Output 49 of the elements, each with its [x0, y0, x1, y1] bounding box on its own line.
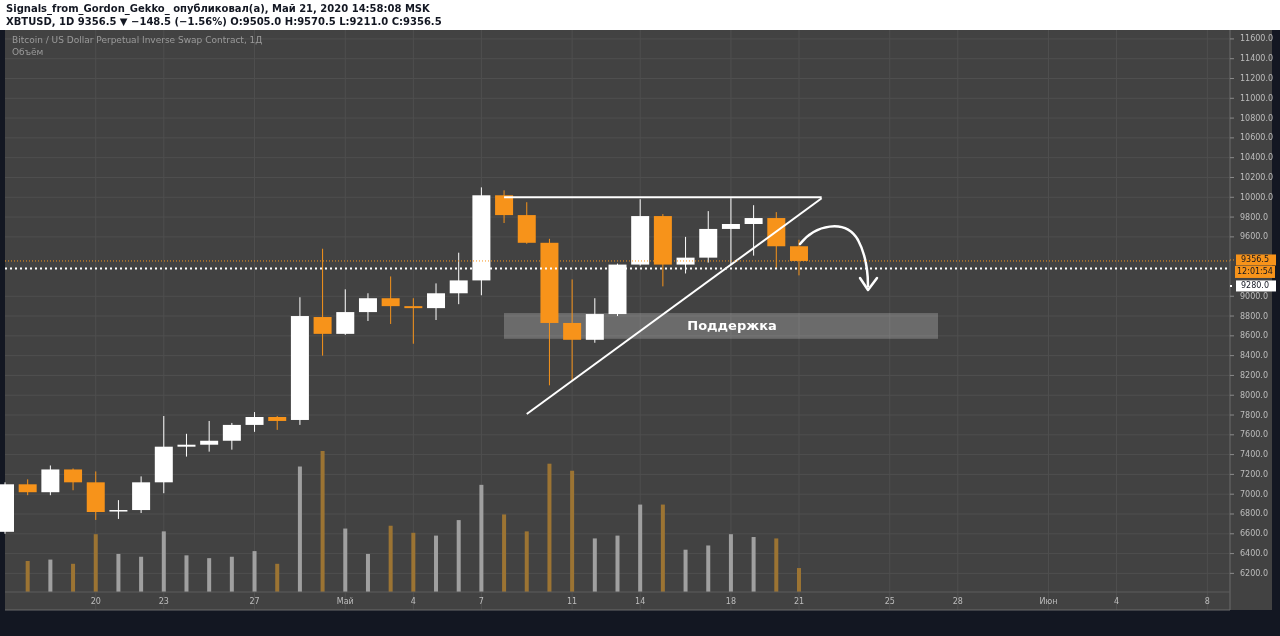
x-tick-label: 11 — [567, 597, 578, 606]
x-tick-label: 23 — [158, 597, 169, 606]
x-tick-label: Май — [336, 597, 354, 606]
chart-title: Объём — [12, 47, 44, 57]
y-tick-label: 11600.0 — [1240, 34, 1274, 44]
x-tick-label: 25 — [884, 597, 895, 606]
band-label: Поддержка — [687, 318, 777, 334]
annotation: Bitcoin / US Dollar Perpetual Inverse Swap Contract, 1Д — [12, 35, 263, 45]
text: 12:01:54 — [1237, 267, 1273, 277]
y-tick-label: 7600.0 — [1240, 430, 1268, 440]
x-tick-label: 28 — [952, 597, 963, 606]
chart-subtitle: XBTUSD, 1D 9356.5 ▼ −148.5 (−1.56%) O:9505.0 H:9570.5 L:9211.0 C:9356.5 — [6, 16, 442, 27]
x-tick-label: 20 — [90, 597, 101, 606]
x-tick-label: 21 — [793, 597, 805, 606]
y-tick-label: 8000.0 — [1240, 390, 1268, 400]
legend-label: 9280.0 — [1241, 281, 1269, 291]
y-tick-label: 8200.0 — [1240, 370, 1268, 380]
y-tick-label: 7800.0 — [1240, 410, 1268, 420]
x-tick-label: 8 — [1204, 597, 1210, 606]
y-tick-label: 9800.0 — [1240, 212, 1268, 222]
y-tick-label: 11200.0 — [1240, 74, 1274, 83]
x-tick-label: 18 — [725, 597, 737, 606]
y-tick-label: 11000.0 — [1240, 93, 1274, 103]
y-tick-label: 6400.0 — [1240, 549, 1268, 559]
chart-title: Signals_from_Gordon_Gekko_ опубликовал(а), Май 21, 2020 14:58:08 MSK — [6, 3, 432, 15]
y-tick-label: 8800.0 — [1240, 311, 1268, 321]
y-tick-label: 10600.0 — [1240, 133, 1274, 143]
y-tick-label: 6600.0 — [1240, 529, 1268, 539]
x-tick-label: 7 — [478, 597, 484, 606]
y-tick-label: 10400.0 — [1240, 153, 1274, 163]
x-tick-label: 27 — [249, 597, 260, 606]
y-tick-label: 8600.0 — [1240, 331, 1268, 341]
x-tick-label: Июн — [1039, 597, 1058, 606]
x-tick-label: 14 — [635, 597, 646, 606]
y-tick-label: 6800.0 — [1240, 509, 1268, 519]
y-tick-label: 10000.0 — [1240, 192, 1274, 202]
ref-line-label: 9356.5 — [1241, 255, 1269, 265]
x-tick-label: 4 — [1114, 597, 1120, 606]
y-tick-label: 7400.0 — [1240, 450, 1268, 460]
y-tick-label: 11400.0 — [1240, 54, 1274, 64]
y-tick-label: 9000.0 — [1240, 291, 1268, 301]
y-tick-label: 7000.0 — [1240, 489, 1268, 499]
y-tick-label: 6200.0 — [1240, 568, 1268, 578]
y-tick-label: 8400.0 — [1240, 351, 1268, 361]
y-tick-label: 10200.0 — [1240, 172, 1274, 182]
y-tick-label: 9600.0 — [1240, 232, 1268, 242]
x-tick-label: 4 — [410, 597, 416, 606]
y-tick-label: 10800.0 — [1240, 113, 1274, 123]
y-tick-label: 7200.0 — [1240, 469, 1268, 479]
